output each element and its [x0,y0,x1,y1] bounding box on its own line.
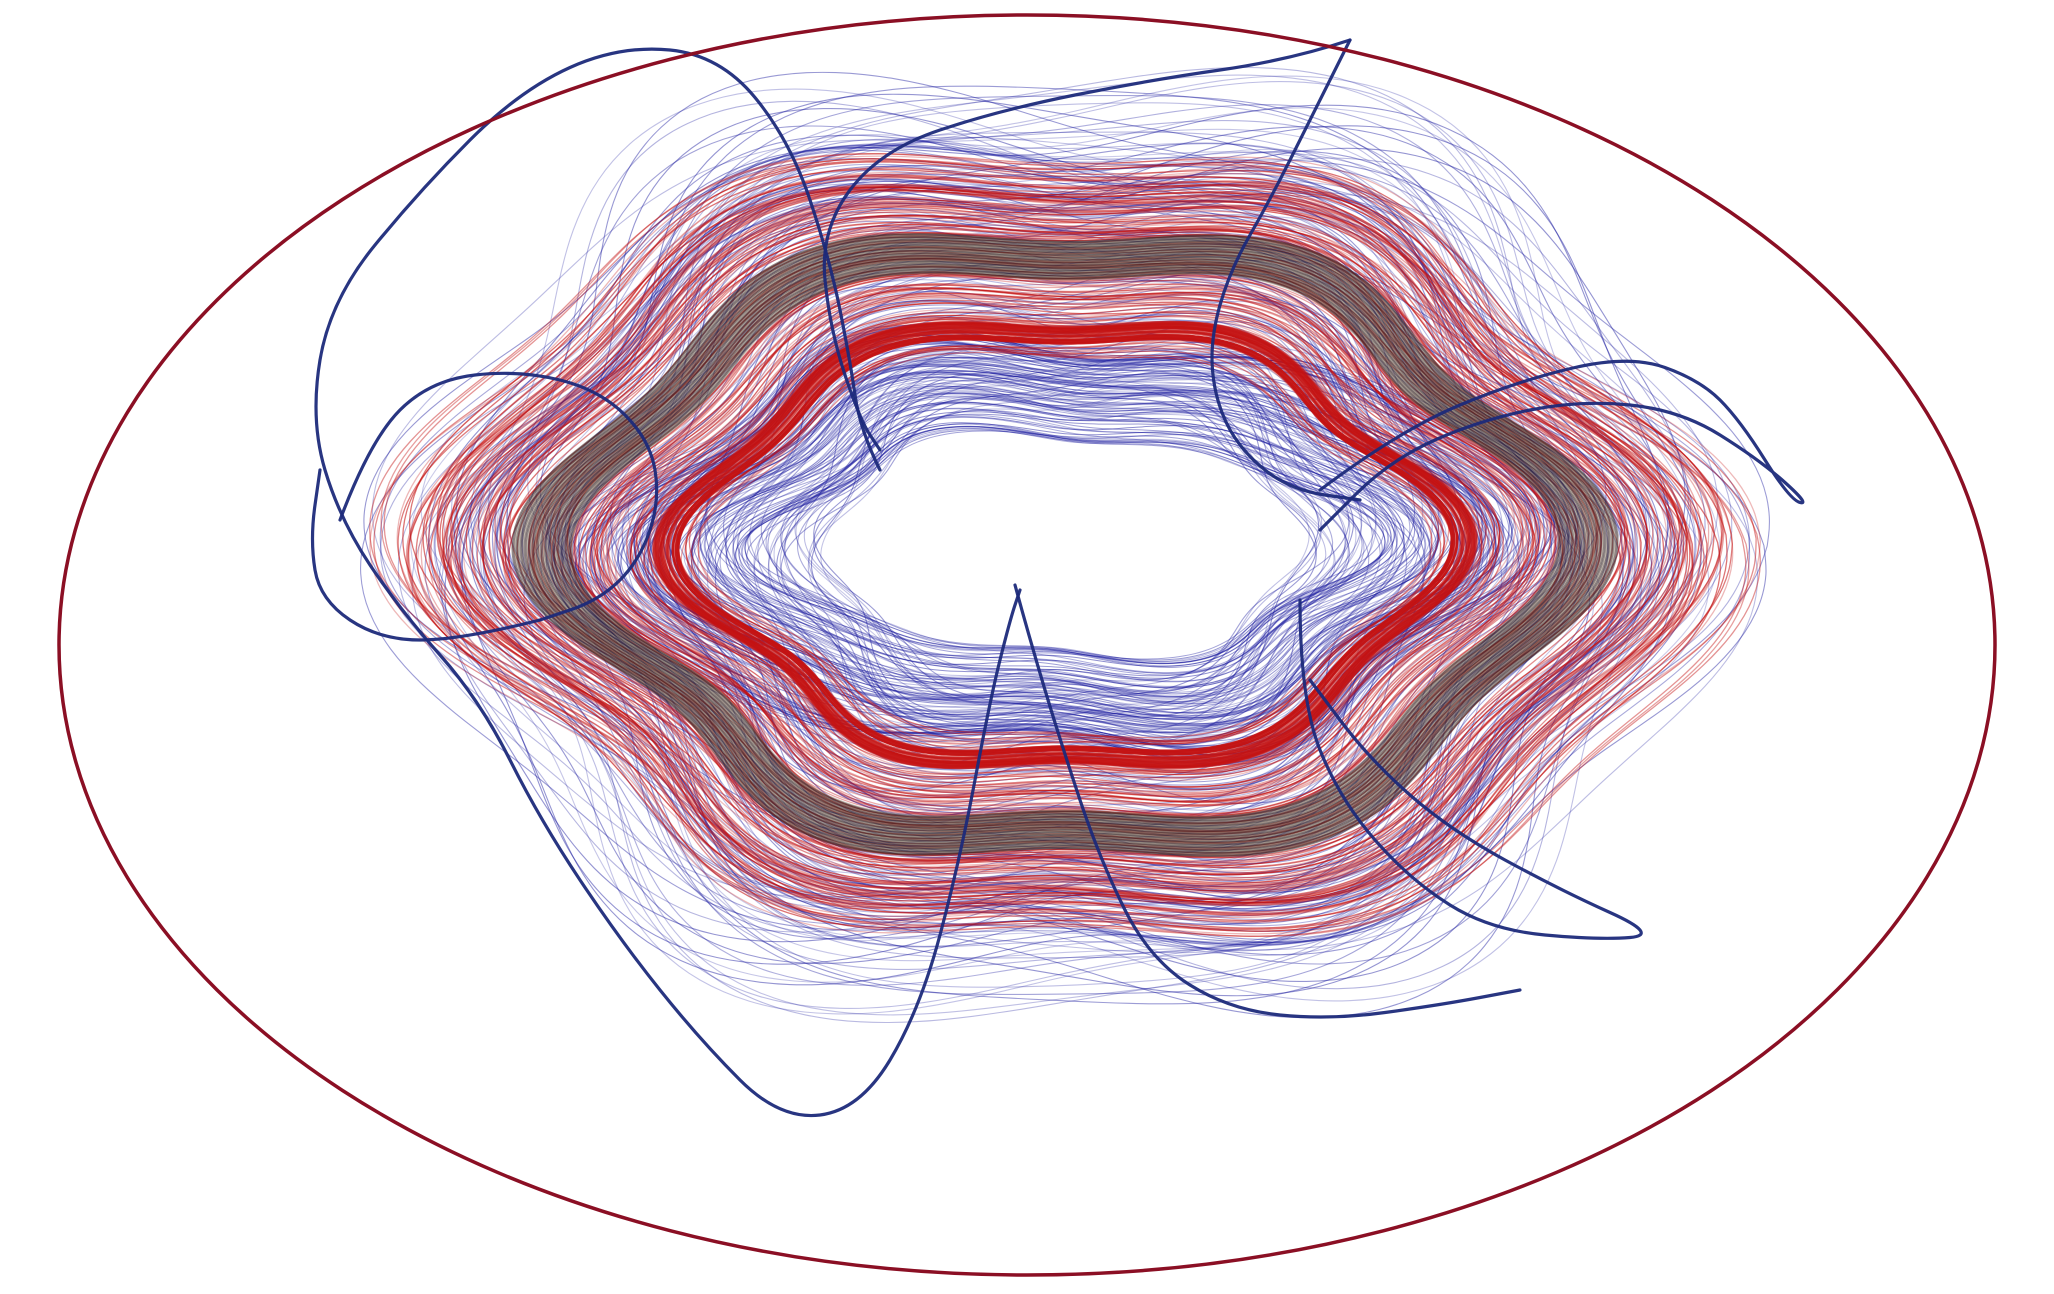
blue-streamline [814,374,1317,717]
blue-streamline [748,427,1382,664]
blue-streamline [814,373,1317,717]
blue-streamline [715,417,1416,672]
